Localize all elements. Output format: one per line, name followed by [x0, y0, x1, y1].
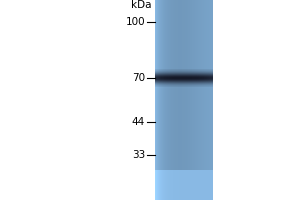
Text: 44: 44: [132, 117, 145, 127]
Text: 33: 33: [132, 150, 145, 160]
Text: 100: 100: [125, 17, 145, 27]
Text: kDa: kDa: [130, 0, 151, 10]
Text: 70: 70: [132, 73, 145, 83]
